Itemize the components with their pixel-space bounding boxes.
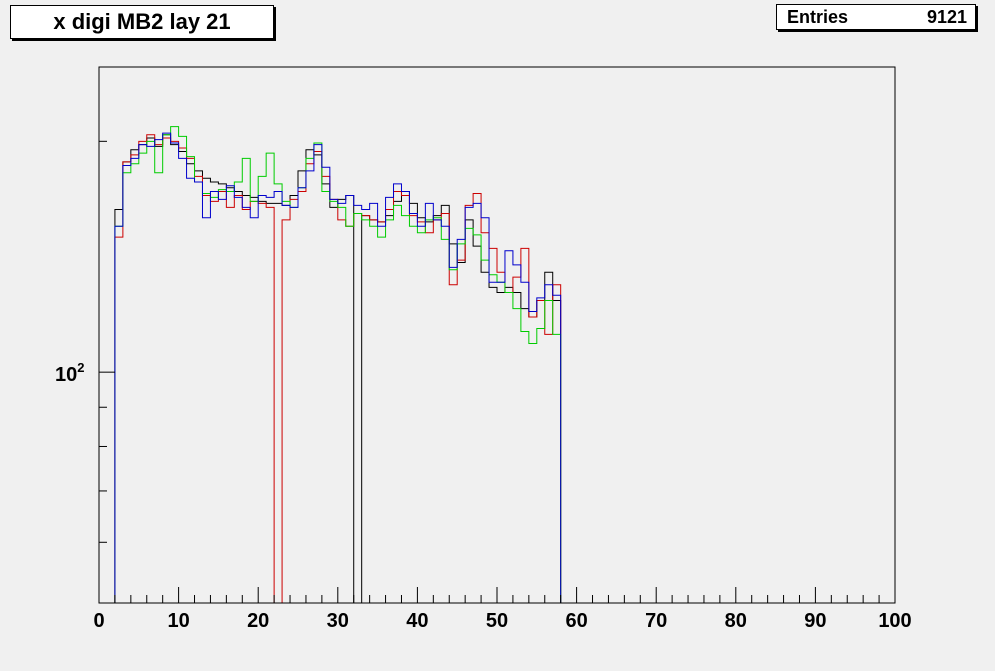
x-tick-label: 70 [645, 610, 667, 632]
x-tick-label: 60 [565, 610, 587, 632]
series-blue-line [99, 132, 895, 604]
plot-frame [98, 66, 896, 604]
axis-layer: 0 10 20 30 40 50 60 70 80 90 100 102 [55, 140, 912, 632]
x-tick-label: 30 [327, 610, 349, 632]
x-tick-label: 80 [725, 610, 747, 632]
x-tick-label: 40 [406, 610, 428, 632]
series-black-line [99, 134, 895, 604]
x-tick-label: 50 [486, 610, 508, 632]
series-green-line [99, 126, 895, 604]
stats-box: Entries 9121 [776, 4, 976, 30]
chart-title: x digi MB2 lay 21 [10, 5, 274, 39]
x-tick-label: 0 [93, 610, 104, 632]
x-tick-label: 20 [247, 610, 269, 632]
x-tick-label: 100 [878, 610, 911, 632]
y-tick-label: 102 [55, 360, 84, 386]
x-tick-label: 10 [167, 610, 189, 632]
stats-entries-value: 9121 [926, 7, 967, 27]
series-layer [99, 126, 895, 604]
series-red-line [99, 134, 895, 604]
stats-entries-label: Entries [787, 7, 849, 27]
x-tick-label: 90 [804, 610, 826, 632]
